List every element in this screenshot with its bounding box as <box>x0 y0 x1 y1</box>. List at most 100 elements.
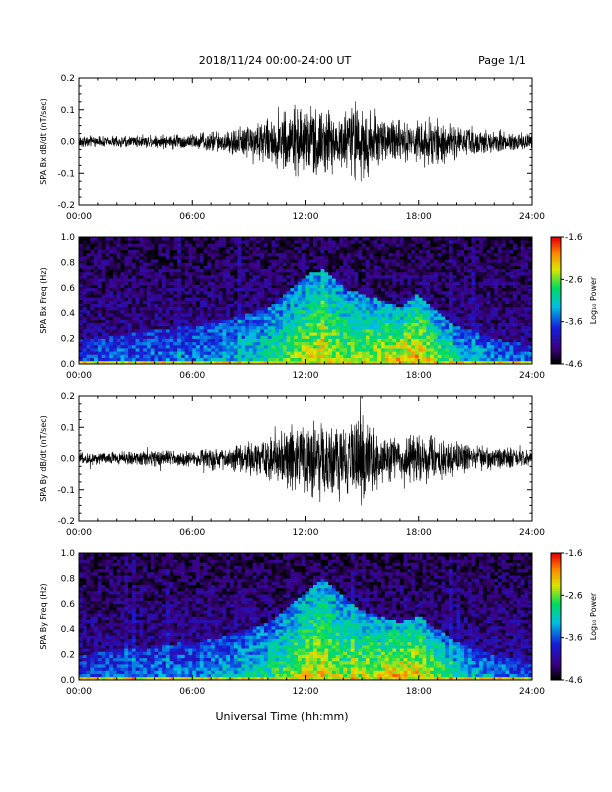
spectrogram-cell <box>241 357 246 362</box>
spectrogram-cell <box>354 360 359 365</box>
spectrogram-cell <box>233 306 238 311</box>
spectrogram-cell <box>335 246 340 250</box>
spectrogram-cell <box>245 262 250 266</box>
spectrogram-cell <box>479 338 484 343</box>
spectrogram-cell <box>203 313 208 317</box>
spectrogram-cell <box>226 243 231 247</box>
spectrogram-cell <box>214 262 219 266</box>
spectrogram-cell <box>426 256 431 260</box>
spectrogram-cell <box>218 287 223 292</box>
spectrogram-cell <box>490 259 495 263</box>
spectrogram-cell <box>233 316 238 320</box>
spectrogram-cell <box>150 290 155 295</box>
spectrogram-cell <box>105 240 110 244</box>
spectrogram-cell <box>316 300 321 304</box>
spectrogram-cell <box>358 322 363 327</box>
spectrogram-cell <box>464 348 469 352</box>
spectrogram-cell <box>275 275 280 279</box>
spectrogram-cell <box>313 360 318 365</box>
spectrogram-cell <box>143 357 148 362</box>
spectrogram-cell <box>177 278 182 282</box>
spectrogram-cell <box>509 351 514 355</box>
y-axis-label: SPA Bx dB/dt (nT/sec) <box>39 98 48 185</box>
spectrogram-cell <box>460 306 465 311</box>
spectrogram-cell <box>233 240 238 244</box>
spectrogram-cell <box>86 290 91 295</box>
colorbar-swatch <box>551 277 561 280</box>
spectrogram-cell <box>486 284 491 289</box>
spectrogram-cell <box>237 249 242 254</box>
spectrogram-cell <box>158 249 163 254</box>
spectrogram-cell <box>135 344 140 349</box>
spectrogram-cell <box>252 246 257 250</box>
spectrogram-cell <box>513 281 518 285</box>
spectrogram-cell <box>464 297 469 301</box>
spectrogram-cell <box>301 252 306 257</box>
spectrogram-cell <box>403 246 408 250</box>
spectrogram-cell <box>392 287 397 292</box>
spectrogram-cell <box>479 341 484 346</box>
spectrogram-cell <box>146 268 152 273</box>
spectrogram-cell <box>297 287 303 292</box>
spectrogram-cell <box>486 303 491 308</box>
spectrogram-cell <box>158 341 163 346</box>
spectrogram-cell <box>94 300 99 304</box>
spectrogram-cell <box>381 344 386 349</box>
spectrogram-cell <box>426 265 431 270</box>
spectrogram-cell <box>441 357 446 362</box>
x-tick-label: 24:00 <box>519 371 545 381</box>
spectrogram-cell <box>422 300 427 304</box>
spectrogram-cell <box>448 341 454 346</box>
spectrogram-cell <box>384 316 389 320</box>
spectrogram-cell <box>124 284 129 289</box>
spectrogram-cell <box>97 303 102 308</box>
spectrogram-cell <box>343 278 348 282</box>
spectrogram-cell <box>448 338 454 343</box>
spectrogram-cell <box>422 313 427 317</box>
spectrogram-cell <box>86 332 91 336</box>
spectrogram-cell <box>343 271 348 276</box>
spectrogram-cell <box>331 256 336 260</box>
spectrogram-cell <box>528 268 533 273</box>
spectrogram-cell <box>486 259 491 263</box>
spectrogram-cell <box>128 249 133 254</box>
spectrogram-cell <box>101 319 106 324</box>
spectrogram-cell <box>86 338 91 343</box>
spectrogram-cell <box>203 290 208 295</box>
spectrogram-cell <box>475 237 480 241</box>
spectrogram-cell <box>396 325 401 330</box>
spectrogram-cell <box>498 237 503 241</box>
spectrogram-cell <box>437 360 442 365</box>
spectrogram-cell <box>403 287 408 292</box>
spectrogram-cell <box>241 249 246 254</box>
spectrogram-cell <box>426 319 431 324</box>
spectrogram-cell <box>373 360 378 365</box>
spectrogram-cell <box>135 240 140 244</box>
spectrogram-cell <box>211 281 216 285</box>
spectrogram-cell <box>94 265 99 270</box>
spectrogram-cell <box>467 335 472 339</box>
spectrogram-cell <box>90 335 95 339</box>
spectrogram-cell <box>377 351 382 355</box>
spectrogram-cell <box>452 237 457 241</box>
spectrogram-cell <box>263 325 269 330</box>
spectrogram-cell <box>290 294 295 298</box>
spectrogram-cell <box>279 303 284 308</box>
spectrogram-cell <box>177 268 182 273</box>
spectrogram-cell <box>407 243 412 247</box>
spectrogram-cell <box>267 268 272 273</box>
spectrogram-cell <box>158 354 163 358</box>
spectrogram-cell <box>520 287 525 292</box>
spectrogram-cell <box>207 281 212 285</box>
spectrogram-cell <box>456 243 461 247</box>
spectrogram-cell <box>124 341 129 346</box>
spectrogram-cell <box>180 354 186 358</box>
spectrogram-cell <box>411 329 416 333</box>
spectrogram-cell <box>509 249 514 254</box>
spectrogram-cell <box>452 325 457 330</box>
spectrogram-cell <box>282 322 287 327</box>
spectrogram-cell <box>331 325 336 330</box>
spectrogram-cell <box>475 360 480 365</box>
spectrogram-cell <box>211 268 216 273</box>
spectrogram-cell <box>441 271 446 276</box>
